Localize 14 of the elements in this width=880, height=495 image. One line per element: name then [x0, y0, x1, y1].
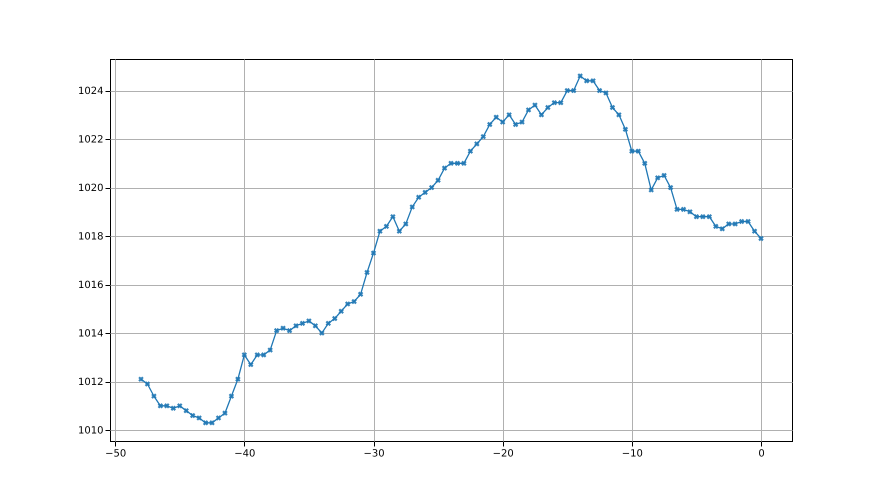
x-tick-label: 0	[758, 448, 765, 460]
x-tick-label: −50	[105, 448, 126, 460]
y-tick-label: 1020	[78, 183, 104, 194]
x-tick-label: −40	[234, 448, 256, 460]
y-tick-label: 1018	[78, 232, 104, 243]
x-tick-label: −20	[492, 448, 514, 460]
y-tick-label: 1012	[78, 377, 104, 388]
y-tick-label: 1010	[78, 426, 104, 437]
x-tick-label: −10	[622, 448, 643, 460]
y-tick-label: 1022	[78, 134, 104, 146]
x-tick-label: −30	[363, 448, 385, 460]
y-tick-label: 1024	[78, 86, 104, 98]
y-tick-label: 1014	[78, 328, 104, 340]
y-tick-label: 1016	[78, 280, 104, 292]
